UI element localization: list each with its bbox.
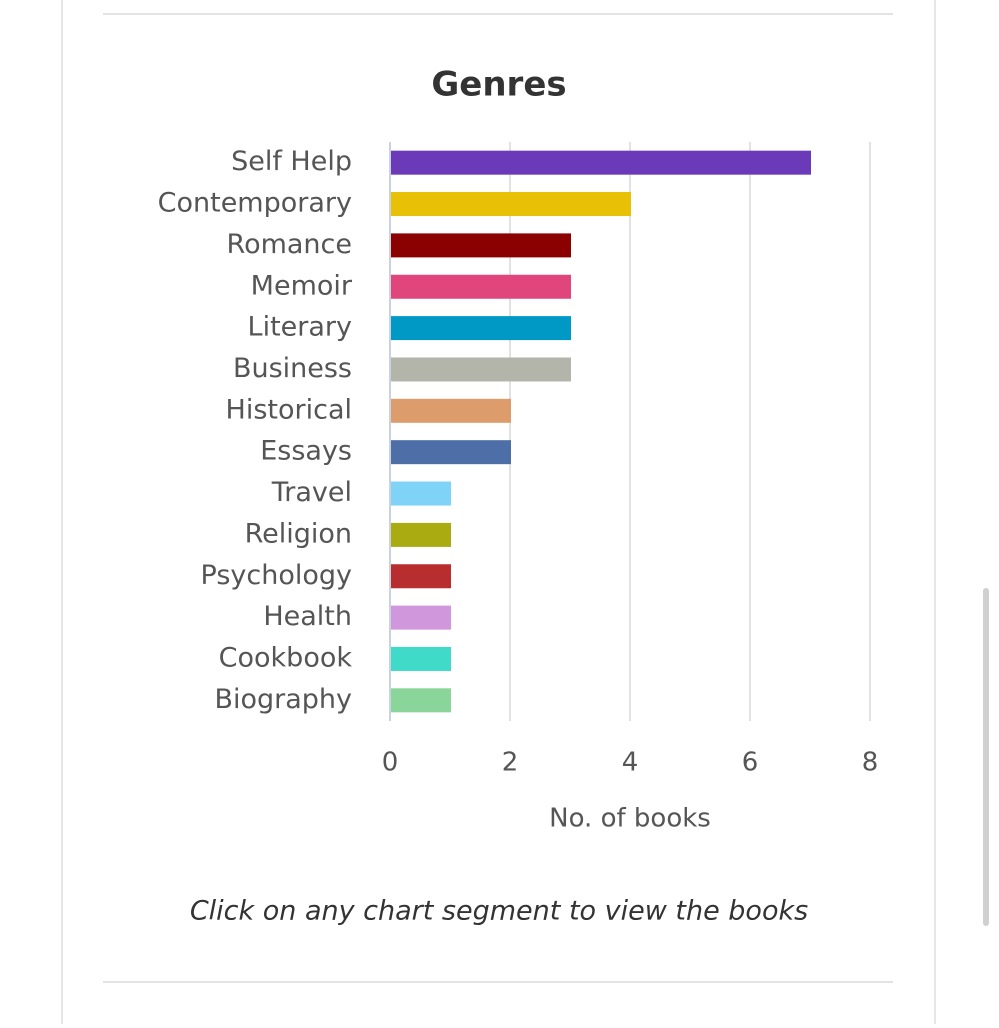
bar[interactable]: [391, 192, 631, 217]
y-tick-label: Contemporary: [158, 188, 352, 219]
bar[interactable]: [391, 522, 451, 547]
y-tick-label: Psychology: [201, 560, 352, 591]
y-tick-label: Literary: [248, 312, 352, 343]
bar[interactable]: [391, 150, 811, 175]
y-tick-label: Health: [263, 601, 352, 632]
x-tick-label: 2: [502, 748, 519, 778]
scrollbar[interactable]: [983, 588, 989, 926]
x-tick-label: 0: [382, 748, 399, 778]
chart-title: Genres: [431, 65, 566, 105]
bar[interactable]: [391, 274, 571, 299]
bar[interactable]: [391, 481, 451, 506]
bar[interactable]: [391, 646, 451, 671]
x-tick-label: 6: [742, 748, 759, 778]
y-tick-label: Romance: [227, 229, 352, 260]
y-tick-label: Essays: [260, 436, 352, 467]
y-tick-label: Biography: [214, 684, 352, 715]
bar[interactable]: [391, 357, 571, 382]
x-tick-label: 4: [622, 748, 639, 778]
y-tick-label: Self Help: [231, 146, 352, 177]
bar[interactable]: [391, 233, 571, 258]
y-tick-label: Cookbook: [219, 642, 353, 673]
y-tick-label: Religion: [245, 518, 352, 549]
y-tick-label: Business: [233, 353, 352, 384]
x-axis-title: No. of books: [549, 804, 711, 834]
bar[interactable]: [391, 316, 571, 341]
y-tick-label: Memoir: [251, 270, 353, 301]
bar[interactable]: [391, 564, 451, 589]
y-tick-label: Travel: [271, 477, 352, 508]
bar[interactable]: [391, 398, 511, 423]
bar[interactable]: [391, 605, 451, 630]
chart-note: Click on any chart segment to view the b…: [190, 896, 808, 927]
bar[interactable]: [391, 688, 451, 713]
y-tick-label: Historical: [226, 394, 352, 425]
x-tick-label: 8: [862, 748, 879, 778]
bar[interactable]: [391, 440, 511, 465]
